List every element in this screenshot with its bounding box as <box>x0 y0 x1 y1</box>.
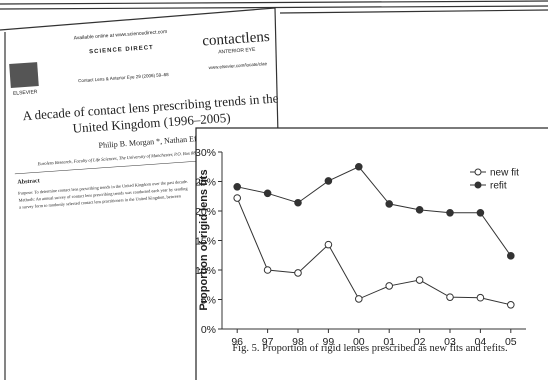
y-tick-label: 15% <box>195 236 216 248</box>
data-point <box>386 201 393 208</box>
x-tick-label: 97 <box>262 336 274 348</box>
x-tick-label: 99 <box>323 336 335 348</box>
y-tick-label: 30% <box>195 147 216 159</box>
data-point <box>356 296 363 303</box>
data-point <box>447 209 454 216</box>
x-tick-label: 96 <box>231 336 243 348</box>
x-tick-label: 00 <box>353 336 365 348</box>
data-point <box>264 267 271 274</box>
data-point <box>477 209 484 216</box>
data-point <box>356 163 363 170</box>
data-point <box>508 302 515 309</box>
x-tick-label: 03 <box>444 336 456 348</box>
x-tick-label: 04 <box>475 336 487 348</box>
caption: Fig. 5. Proportion of rigid lenses presc… <box>232 343 507 354</box>
legend-label: new fit <box>490 168 519 179</box>
data-point <box>477 294 484 301</box>
data-point <box>386 283 393 290</box>
legend-label: refit <box>490 181 507 192</box>
x-tick-label: 01 <box>383 336 395 348</box>
data-point <box>325 178 332 185</box>
data-point <box>295 199 302 206</box>
y-tick-label: 20% <box>195 206 216 218</box>
y-tick-label: 5% <box>201 295 216 307</box>
data-point <box>416 207 423 214</box>
x-tick-label: 05 <box>505 336 517 348</box>
x-tick-label: 98 <box>292 336 304 348</box>
data-point <box>325 241 332 248</box>
legend-marker <box>475 169 481 175</box>
data-point <box>234 195 241 202</box>
data-point <box>447 294 454 301</box>
data-point <box>234 184 241 191</box>
data-point <box>295 270 302 277</box>
data-point <box>416 277 423 284</box>
y-tick-label: 10% <box>195 265 216 277</box>
data-point <box>508 253 515 260</box>
x-tick-label: 02 <box>414 336 426 348</box>
y-tick-label: 0% <box>201 324 216 336</box>
publisher-logo <box>9 62 39 88</box>
page: Available online at www.sciencedirect.co… <box>0 0 548 380</box>
data-point <box>264 190 271 197</box>
y-tick-label: 25% <box>195 177 216 189</box>
legend-marker <box>475 182 481 188</box>
